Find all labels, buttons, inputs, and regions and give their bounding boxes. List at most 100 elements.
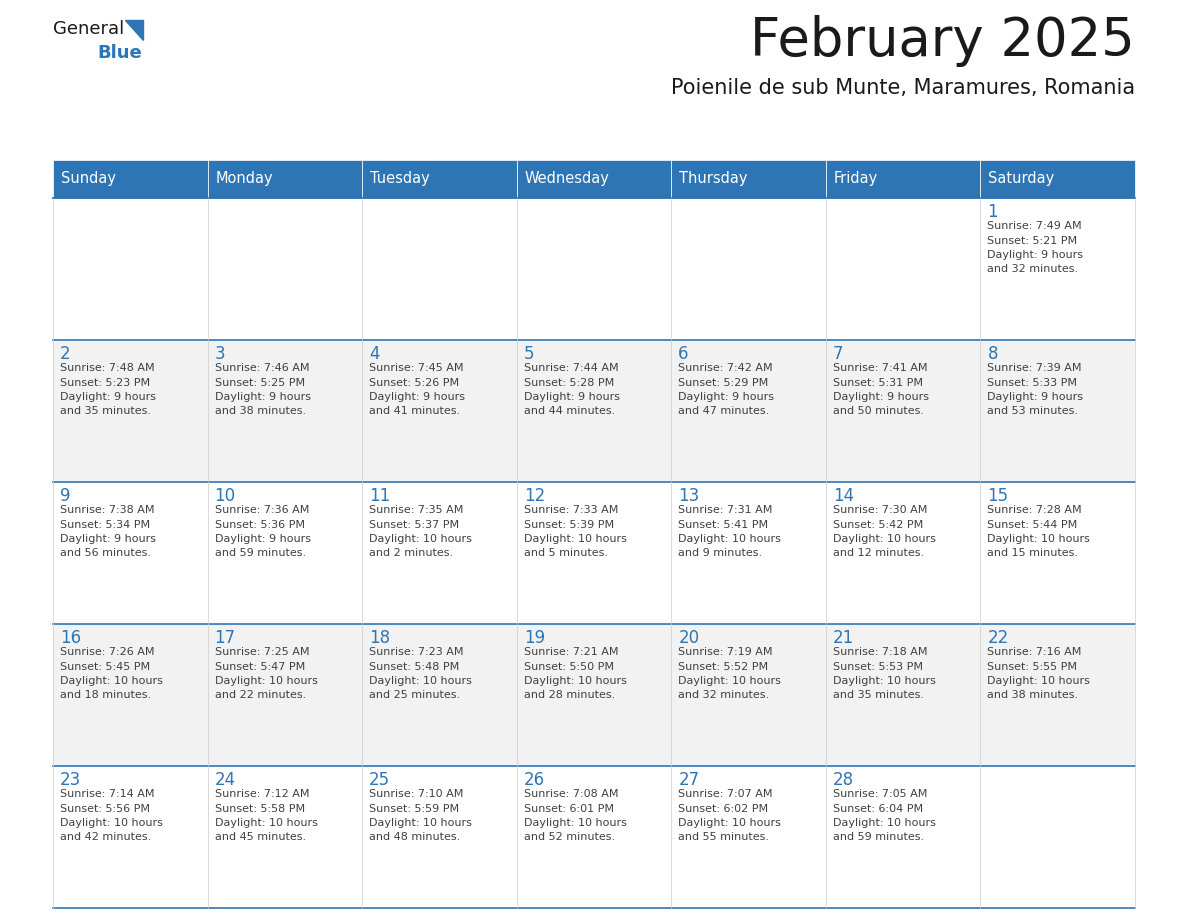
Text: Daylight: 10 hours: Daylight: 10 hours [215,818,317,828]
Text: Sunset: 5:36 PM: Sunset: 5:36 PM [215,520,304,530]
Text: and 59 minutes.: and 59 minutes. [215,548,305,558]
Text: 13: 13 [678,487,700,505]
Text: 6: 6 [678,345,689,363]
Text: 22: 22 [987,629,1009,647]
Text: and 15 minutes.: and 15 minutes. [987,548,1079,558]
Text: 7: 7 [833,345,843,363]
Bar [980,160,1135,198]
Text: 21: 21 [833,629,854,647]
Text: and 48 minutes.: and 48 minutes. [369,833,461,843]
Text: Sunrise: 7:28 AM: Sunrise: 7:28 AM [987,505,1082,515]
Text: Sunrise: 7:46 AM: Sunrise: 7:46 AM [215,363,309,373]
Bar [53,340,208,482]
Bar [980,198,1135,340]
Text: and 59 minutes.: and 59 minutes. [833,833,924,843]
Text: February 2025: February 2025 [751,15,1135,67]
Bar [208,624,362,766]
Text: Daylight: 9 hours: Daylight: 9 hours [987,250,1083,260]
Bar [208,766,362,908]
Text: Sunrise: 7:33 AM: Sunrise: 7:33 AM [524,505,618,515]
Text: Sunrise: 7:19 AM: Sunrise: 7:19 AM [678,647,772,657]
Text: Thursday: Thursday [680,172,747,186]
Bar [826,482,980,624]
Text: Sunrise: 7:18 AM: Sunrise: 7:18 AM [833,647,928,657]
Text: Sunset: 5:41 PM: Sunset: 5:41 PM [678,520,769,530]
Text: Sunset: 5:29 PM: Sunset: 5:29 PM [678,377,769,387]
Text: 3: 3 [215,345,226,363]
Bar [671,340,826,482]
Bar [517,482,671,624]
Text: Sunrise: 7:35 AM: Sunrise: 7:35 AM [369,505,463,515]
Polygon shape [125,20,143,40]
Text: Daylight: 10 hours: Daylight: 10 hours [369,534,472,544]
Bar [362,160,517,198]
Text: Sunrise: 7:31 AM: Sunrise: 7:31 AM [678,505,772,515]
Bar [826,766,980,908]
Bar [826,340,980,482]
Text: 17: 17 [215,629,235,647]
Text: Daylight: 10 hours: Daylight: 10 hours [833,676,936,686]
Text: Daylight: 9 hours: Daylight: 9 hours [833,392,929,402]
Text: Sunset: 5:59 PM: Sunset: 5:59 PM [369,803,460,813]
Text: Sunrise: 7:21 AM: Sunrise: 7:21 AM [524,647,618,657]
Text: 23: 23 [61,771,81,789]
Text: Monday: Monday [215,172,273,186]
Text: Sunset: 6:01 PM: Sunset: 6:01 PM [524,803,614,813]
Text: Daylight: 9 hours: Daylight: 9 hours [215,392,310,402]
Bar [517,160,671,198]
Text: 10: 10 [215,487,235,505]
Bar [671,482,826,624]
Bar [362,766,517,908]
Text: 18: 18 [369,629,391,647]
Text: Sunset: 5:58 PM: Sunset: 5:58 PM [215,803,304,813]
Text: Daylight: 10 hours: Daylight: 10 hours [678,534,782,544]
Bar [362,624,517,766]
Bar [826,624,980,766]
Text: 24: 24 [215,771,235,789]
Text: Daylight: 10 hours: Daylight: 10 hours [61,818,163,828]
Bar [826,198,980,340]
Text: Sunrise: 7:23 AM: Sunrise: 7:23 AM [369,647,463,657]
Text: and 25 minutes.: and 25 minutes. [369,690,460,700]
Text: Daylight: 9 hours: Daylight: 9 hours [61,534,156,544]
Bar [53,198,208,340]
Text: Sunset: 5:23 PM: Sunset: 5:23 PM [61,377,150,387]
Text: Sunset: 5:55 PM: Sunset: 5:55 PM [987,662,1078,671]
Bar [208,340,362,482]
Text: and 32 minutes.: and 32 minutes. [987,264,1079,274]
Text: Sunset: 5:37 PM: Sunset: 5:37 PM [369,520,460,530]
Bar [208,198,362,340]
Text: Sunrise: 7:07 AM: Sunrise: 7:07 AM [678,789,772,799]
Text: and 35 minutes.: and 35 minutes. [61,407,151,417]
Text: and 56 minutes.: and 56 minutes. [61,548,151,558]
Text: Sunset: 5:44 PM: Sunset: 5:44 PM [987,520,1078,530]
Text: 11: 11 [369,487,391,505]
Text: Daylight: 10 hours: Daylight: 10 hours [215,676,317,686]
Text: and 2 minutes.: and 2 minutes. [369,548,454,558]
Text: and 12 minutes.: and 12 minutes. [833,548,924,558]
Text: Daylight: 10 hours: Daylight: 10 hours [369,676,472,686]
Text: and 53 minutes.: and 53 minutes. [987,407,1079,417]
Bar [362,198,517,340]
Bar [208,482,362,624]
Text: and 38 minutes.: and 38 minutes. [215,407,305,417]
Bar [517,198,671,340]
Bar [517,766,671,908]
Text: Daylight: 10 hours: Daylight: 10 hours [524,534,626,544]
Text: 5: 5 [524,345,535,363]
Text: Daylight: 10 hours: Daylight: 10 hours [678,818,782,828]
Text: and 35 minutes.: and 35 minutes. [833,690,924,700]
Text: Sunrise: 7:48 AM: Sunrise: 7:48 AM [61,363,154,373]
Text: and 9 minutes.: and 9 minutes. [678,548,763,558]
Text: 28: 28 [833,771,854,789]
Bar [980,340,1135,482]
Text: 19: 19 [524,629,545,647]
Bar [980,482,1135,624]
Text: Sunrise: 7:45 AM: Sunrise: 7:45 AM [369,363,463,373]
Text: Daylight: 10 hours: Daylight: 10 hours [369,818,472,828]
Text: Sunset: 5:31 PM: Sunset: 5:31 PM [833,377,923,387]
Text: Daylight: 10 hours: Daylight: 10 hours [833,534,936,544]
Text: Saturday: Saturday [988,172,1055,186]
Text: and 42 minutes.: and 42 minutes. [61,833,151,843]
Text: and 38 minutes.: and 38 minutes. [987,690,1079,700]
